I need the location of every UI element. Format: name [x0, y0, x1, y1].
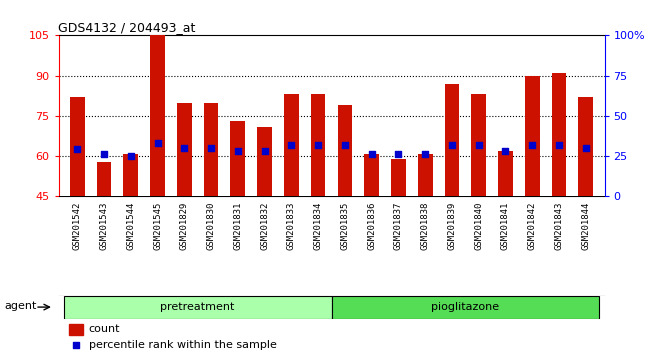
- Bar: [471, 95, 486, 196]
- Bar: [203, 103, 218, 196]
- Bar: [445, 84, 460, 196]
- Bar: [498, 151, 513, 196]
- Text: pretreatment: pretreatment: [161, 302, 235, 312]
- Bar: [231, 121, 245, 196]
- Point: [554, 143, 564, 148]
- Point: [71, 342, 81, 348]
- Text: GDS4132 / 204493_at: GDS4132 / 204493_at: [58, 21, 196, 34]
- Point: [125, 153, 136, 159]
- Bar: [391, 159, 406, 196]
- Text: GSM201838: GSM201838: [421, 201, 430, 250]
- Bar: [552, 73, 566, 196]
- Text: GSM201542: GSM201542: [73, 201, 82, 250]
- Text: GSM201842: GSM201842: [528, 201, 537, 250]
- Point: [286, 143, 296, 148]
- Bar: [332, 296, 599, 319]
- Bar: [311, 95, 326, 196]
- Text: GSM201844: GSM201844: [581, 201, 590, 250]
- Text: GSM201836: GSM201836: [367, 201, 376, 250]
- Text: GSM201544: GSM201544: [126, 201, 135, 250]
- Bar: [578, 97, 593, 196]
- Text: GSM201833: GSM201833: [287, 201, 296, 250]
- Point: [179, 145, 190, 151]
- Point: [233, 148, 243, 154]
- Point: [393, 151, 404, 156]
- Point: [340, 143, 350, 148]
- Text: count: count: [88, 324, 120, 334]
- Bar: [70, 324, 83, 335]
- Text: agent: agent: [5, 301, 37, 311]
- Text: percentile rank within the sample: percentile rank within the sample: [88, 340, 276, 350]
- Bar: [364, 154, 379, 196]
- Bar: [97, 161, 111, 196]
- Point: [313, 143, 323, 148]
- Point: [206, 145, 216, 151]
- Text: GSM201829: GSM201829: [180, 201, 188, 250]
- Text: GSM201835: GSM201835: [341, 201, 350, 250]
- Bar: [337, 105, 352, 196]
- Bar: [525, 76, 540, 196]
- Point: [99, 151, 109, 156]
- Text: GSM201834: GSM201834: [313, 201, 322, 250]
- Bar: [257, 127, 272, 196]
- Point: [72, 147, 83, 152]
- Point: [580, 145, 591, 151]
- Text: GSM201840: GSM201840: [474, 201, 483, 250]
- Text: GSM201831: GSM201831: [233, 201, 242, 250]
- Text: GSM201841: GSM201841: [501, 201, 510, 250]
- Point: [527, 143, 538, 148]
- Text: GSM201843: GSM201843: [554, 201, 564, 250]
- Text: GSM201839: GSM201839: [447, 201, 456, 250]
- Point: [473, 143, 484, 148]
- Bar: [150, 35, 165, 196]
- Text: GSM201545: GSM201545: [153, 201, 162, 250]
- Bar: [418, 154, 432, 196]
- Text: GSM201832: GSM201832: [260, 201, 269, 250]
- Text: GSM201837: GSM201837: [394, 201, 403, 250]
- Point: [152, 140, 162, 145]
- Text: pioglitazone: pioglitazone: [431, 302, 499, 312]
- Bar: [124, 154, 138, 196]
- Point: [420, 151, 430, 156]
- Text: GSM201830: GSM201830: [207, 201, 216, 250]
- Bar: [284, 95, 299, 196]
- Point: [367, 151, 377, 156]
- Bar: [70, 97, 84, 196]
- Text: GSM201543: GSM201543: [99, 201, 109, 250]
- Bar: [64, 296, 332, 319]
- Point: [447, 143, 457, 148]
- Bar: [177, 103, 192, 196]
- Point: [259, 148, 270, 154]
- Point: [500, 148, 511, 154]
